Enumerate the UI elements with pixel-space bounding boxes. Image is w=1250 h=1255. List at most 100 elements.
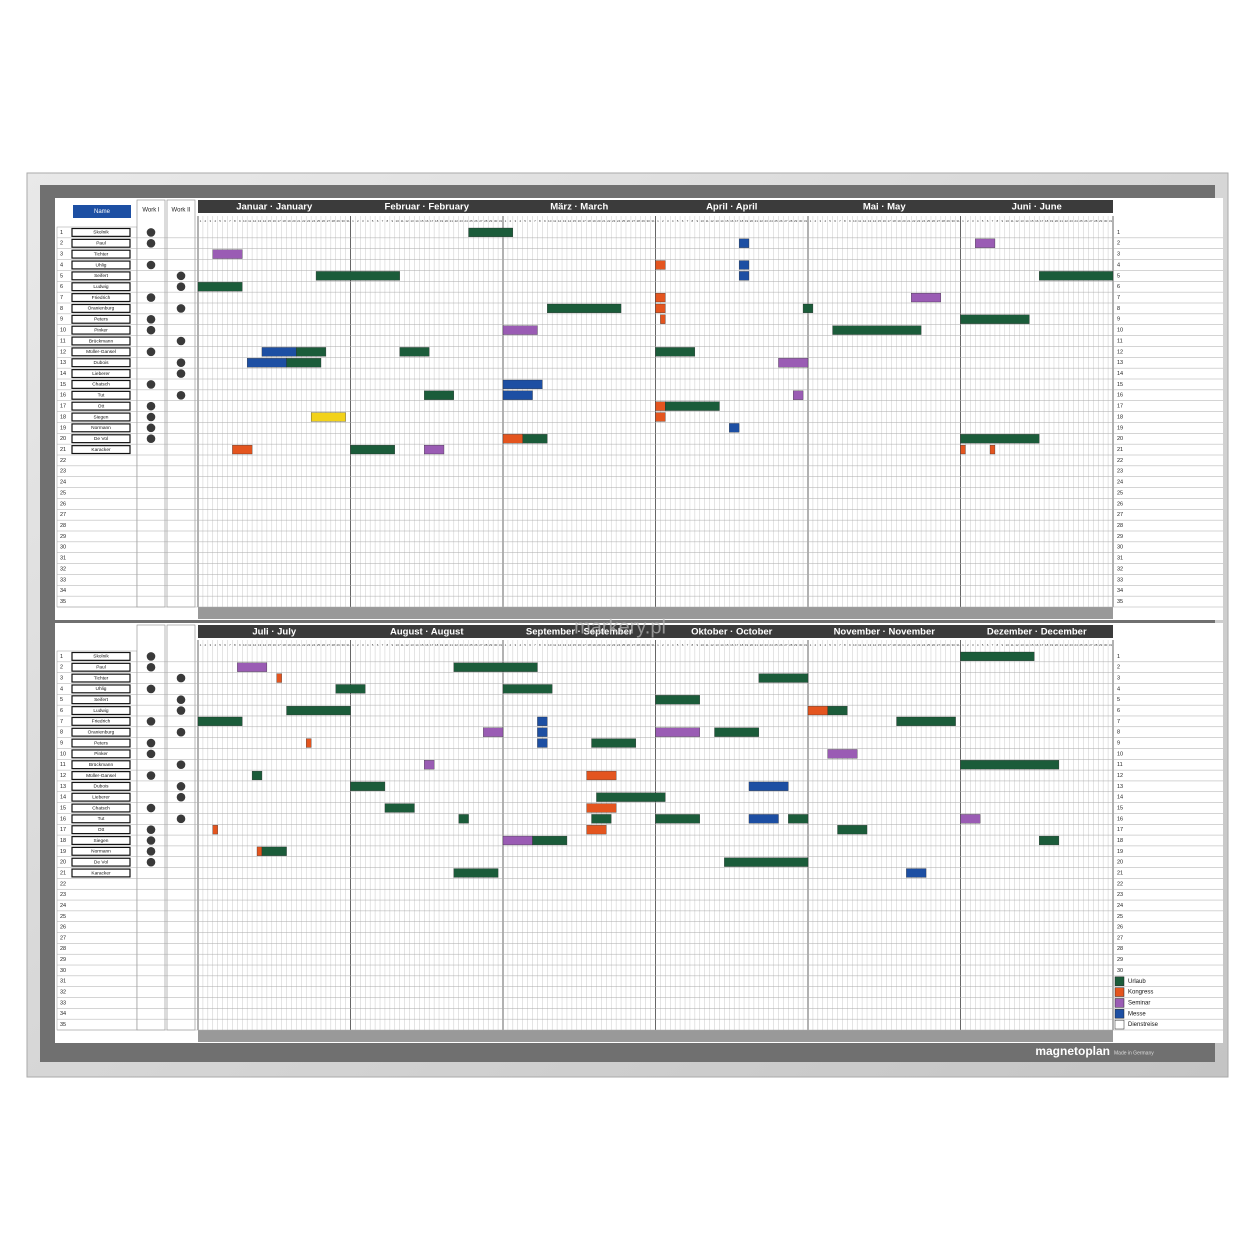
day-number: 23 [307,219,311,223]
employee-name: De Vol [94,859,108,865]
day-number: 20 [292,219,296,223]
row-number: 14 [1117,371,1123,377]
day-number: 16 [1035,643,1039,647]
day-number: 27 [632,643,636,647]
day-number: 31 [956,219,960,223]
booking-magnet [655,814,700,824]
day-number: 12 [558,219,562,223]
day-number: 19 [745,643,749,647]
row-number: 8 [1117,730,1120,736]
employee-name: Ludwig [93,284,109,290]
month-title: November · November [834,627,936,638]
day-number: 24 [1074,643,1078,647]
day-number: 17 [887,643,891,647]
day-number: 17 [277,219,281,223]
day-number: 8 [997,219,999,223]
employee-name: Brückmann [89,338,114,344]
day-number: 25 [622,219,626,223]
month-title: Oktober · October [691,627,773,638]
row-number: 4 [1117,262,1120,268]
day-number: 31 [651,643,655,647]
employee-name: Seifert [94,273,109,279]
day-number: 24 [312,643,316,647]
day-number: 11 [858,219,861,223]
name-magnet [71,825,131,835]
name-magnet [71,868,131,878]
day-number: 23 [460,219,464,223]
day-number: 21 [1060,643,1064,647]
day-number: 23 [917,219,921,223]
day-number: 6 [377,219,379,223]
row-number: 10 [60,328,66,334]
work-magnet [146,401,156,411]
day-number: 31 [346,219,350,223]
day-number: 6 [529,219,531,223]
row-number: 29 [1117,534,1123,540]
booking-magnet [591,738,636,748]
day-number: 27 [1089,219,1093,223]
booking-magnet [502,835,533,846]
row-number: 32 [1117,566,1123,572]
name-magnet [71,347,131,357]
day-number: 18 [892,219,896,223]
row-number: 21 [60,447,66,453]
day-number: 4 [519,643,521,647]
legend-swatch [1114,987,1125,997]
day-number: 4 [519,219,521,223]
day-number: 22 [455,643,459,647]
day-number: 17 [1040,643,1044,647]
day-number: 17 [887,219,891,223]
booking-magnet [655,412,666,422]
day-number: 18 [435,643,439,647]
row-number: 15 [60,382,66,388]
row-number: 28 [1117,523,1123,529]
day-number: 9 [544,643,546,647]
day-number: 4 [977,643,979,647]
booking-magnet [911,292,941,303]
booking-magnet [960,814,981,824]
work-magnet [176,695,186,705]
day-number: 24 [464,643,468,647]
row-number: 20 [1117,436,1123,442]
row-number: 2 [60,241,63,247]
row-number: 1 [1117,654,1120,660]
employee-name: Normann [91,425,111,431]
day-number: 2 [510,643,512,647]
day-number: 23 [917,643,921,647]
employee-name: Müller-Gansel [86,773,116,779]
booking-magnet [502,684,553,694]
name-magnet [71,673,131,683]
day-number: 1 [505,643,507,647]
day-number: 14 [1025,643,1029,647]
booking-magnet [989,444,996,455]
name-magnet [71,412,131,422]
row-number: 8 [60,730,63,736]
name-magnet [71,835,131,846]
booking-magnet [502,434,523,444]
work-label: Work I [142,208,160,214]
day-number: 22 [760,643,764,647]
day-number: 28 [789,219,793,223]
row-number: 20 [60,860,66,866]
day-number: 14 [263,219,267,223]
day-number: 6 [682,219,684,223]
work-magnet [146,412,156,422]
day-number: 25 [1079,219,1083,223]
row-number: 4 [1117,686,1120,692]
row-number: 29 [60,534,66,540]
employee-name: Pinker [94,327,108,333]
day-number: 4 [367,219,369,223]
day-number: 17 [735,219,739,223]
name-magnet [71,771,131,781]
work-magnet [176,814,186,824]
booking-magnet [212,825,218,835]
day-number: 8 [387,219,389,223]
day-number: 11 [1011,643,1014,647]
day-number: 19 [897,219,901,223]
name-magnet [71,390,131,400]
day-number: 29 [1099,219,1103,223]
booking-magnet [724,857,809,867]
employee-name: Siegen [94,414,109,420]
day-number: 3 [667,643,669,647]
day-number: 26 [932,219,936,223]
